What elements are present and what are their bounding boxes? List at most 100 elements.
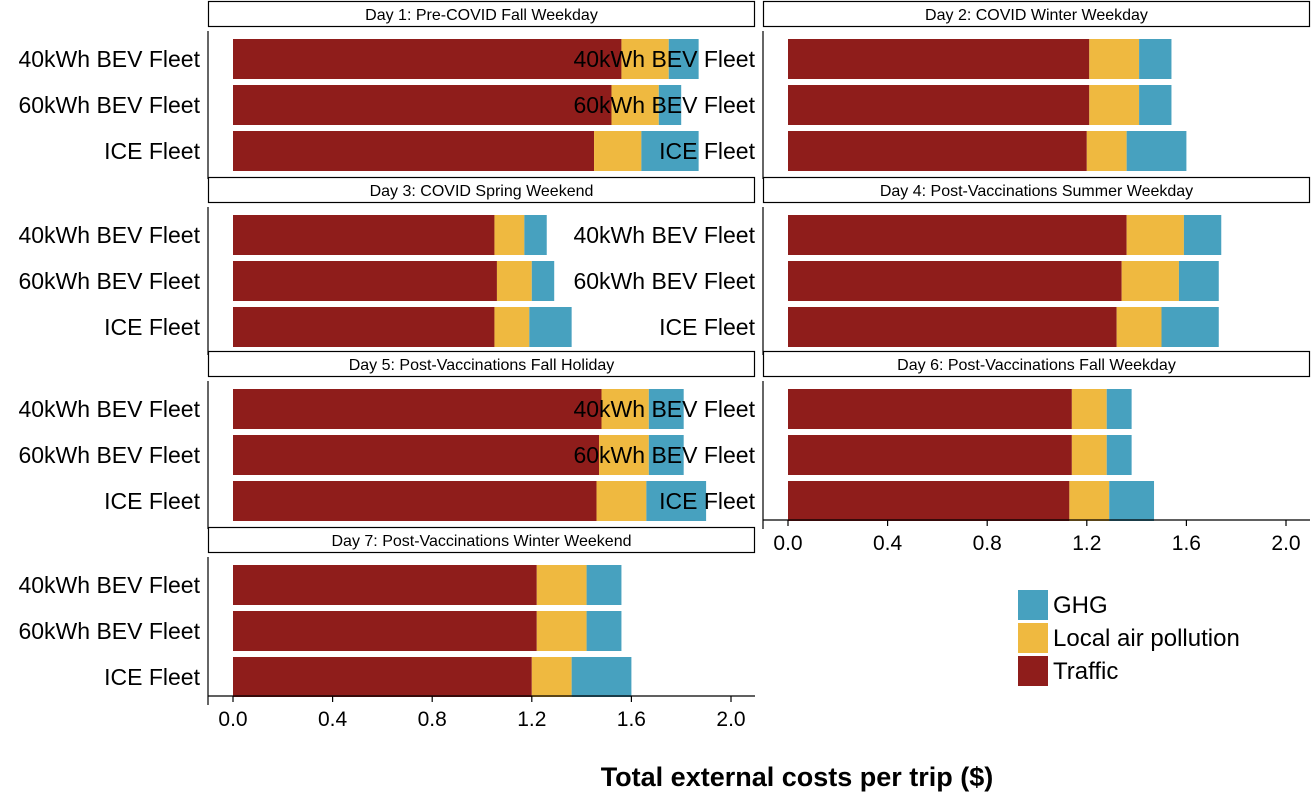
category-label: 40kWh BEV Fleet bbox=[18, 222, 200, 248]
bar-traffic bbox=[233, 307, 495, 347]
bar-local-air-pollution bbox=[536, 611, 587, 651]
panel-strip bbox=[762, 0, 1311, 28]
bar-local-air-pollution bbox=[531, 657, 572, 697]
bar-ghg bbox=[531, 261, 555, 301]
bar-traffic bbox=[788, 389, 1072, 429]
x-tick-label: 1.6 bbox=[617, 708, 646, 731]
bar-traffic bbox=[233, 389, 602, 429]
legend-swatch bbox=[1018, 623, 1048, 653]
category-label: 60kWh BEV Fleet bbox=[573, 268, 755, 294]
panel-title: Day 2: COVID Winter Weekday bbox=[925, 7, 1148, 24]
bar-ghg bbox=[524, 215, 547, 255]
bar-ghg bbox=[1183, 215, 1222, 255]
panel-title: Day 6: Post-Vaccinations Fall Weekday bbox=[897, 357, 1176, 374]
panel-strip bbox=[207, 350, 756, 378]
panel-title: Day 3: COVID Spring Weekend bbox=[370, 183, 594, 200]
bar-ghg bbox=[586, 611, 622, 651]
panel-day-7: Day 7: Post-Vaccinations Winter Weekend 4… bbox=[18, 526, 756, 705]
bar-local-air-pollution bbox=[1126, 215, 1184, 255]
bar-traffic bbox=[233, 215, 495, 255]
panel-strip bbox=[207, 176, 756, 204]
category-label: 40kWh BEV Fleet bbox=[573, 396, 755, 422]
x-tick-label: 0.4 bbox=[873, 532, 903, 555]
bar-traffic bbox=[233, 261, 497, 301]
bar-ghg bbox=[571, 657, 632, 697]
category-label: ICE Fleet bbox=[104, 314, 200, 340]
bar-ghg bbox=[1106, 435, 1132, 475]
category-label: 40kWh BEV Fleet bbox=[573, 46, 755, 72]
bar-local-air-pollution bbox=[594, 131, 642, 171]
panel-strip bbox=[762, 176, 1311, 204]
legend-label: Traffic bbox=[1053, 658, 1118, 685]
bar-ghg bbox=[529, 307, 572, 347]
bar-local-air-pollution bbox=[621, 39, 669, 79]
panel-day-6: Day 6: Post-Vaccinations Fall Weekday 40k… bbox=[573, 350, 1311, 529]
x-axis-title: Total external costs per trip ($) bbox=[601, 762, 994, 792]
bar-traffic bbox=[233, 611, 537, 651]
bar-traffic bbox=[233, 39, 622, 79]
bar-traffic bbox=[788, 261, 1122, 301]
category-label: 60kWh BEV Fleet bbox=[18, 268, 200, 294]
x-tick-label: 0.0 bbox=[218, 708, 247, 731]
x-tick-label: 0.8 bbox=[418, 708, 447, 731]
panel-strip bbox=[207, 526, 756, 554]
bar-ghg bbox=[658, 85, 682, 125]
category-label: ICE Fleet bbox=[104, 664, 200, 690]
bar-traffic bbox=[788, 39, 1090, 79]
bar-local-air-pollution bbox=[496, 261, 532, 301]
bar-local-air-pollution bbox=[1086, 131, 1127, 171]
legend-item-local-air-pollution: Local air pollution bbox=[1018, 623, 1240, 653]
category-label: 40kWh BEV Fleet bbox=[573, 222, 755, 248]
bar-traffic bbox=[788, 131, 1087, 171]
panel-day-2: Day 2: COVID Winter Weekday 40kWh BEV Fle… bbox=[573, 0, 1311, 179]
bar-ghg bbox=[1161, 307, 1219, 347]
bar-ghg bbox=[648, 435, 684, 475]
bar-traffic bbox=[233, 85, 612, 125]
bar-traffic bbox=[788, 307, 1117, 347]
bar-local-air-pollution bbox=[536, 565, 587, 605]
x-axes: 0.0 0.4 0.8 1.2 1.6 2.0 0.0 0.4 0.8 1.2 1.6 2.0 bbox=[208, 519, 1310, 731]
bar-ghg bbox=[1109, 481, 1155, 521]
bar-local-air-pollution bbox=[599, 435, 649, 475]
category-label: 40kWh BEV Fleet bbox=[18, 572, 200, 598]
bar-traffic bbox=[788, 215, 1127, 255]
x-tick-label: 2.0 bbox=[716, 708, 745, 731]
legend-label: GHG bbox=[1053, 592, 1108, 619]
x-tick-label: 1.6 bbox=[1172, 532, 1201, 555]
bar-local-air-pollution bbox=[1089, 85, 1140, 125]
category-label: ICE Fleet bbox=[659, 314, 755, 340]
bar-traffic bbox=[233, 131, 595, 171]
bar-local-air-pollution bbox=[1071, 389, 1107, 429]
category-label: 60kWh BEV Fleet bbox=[18, 92, 200, 118]
bar-traffic bbox=[788, 435, 1072, 475]
category-label: 60kWh BEV Fleet bbox=[18, 442, 200, 468]
panel-title: Day 7: Post-Vaccinations Winter Weekend bbox=[332, 533, 632, 550]
category-label: ICE Fleet bbox=[104, 488, 200, 514]
bar-ghg bbox=[1126, 131, 1187, 171]
bar-traffic bbox=[233, 657, 532, 697]
panel-day-4: Day 4: Post-Vaccinations Summer Weekday 4… bbox=[573, 176, 1311, 355]
bar-local-air-pollution bbox=[596, 481, 647, 521]
x-tick-label: 1.2 bbox=[517, 708, 546, 731]
bar-traffic bbox=[233, 481, 597, 521]
panel-strip bbox=[762, 350, 1311, 378]
x-tick-label: 0.8 bbox=[973, 532, 1002, 555]
panel-strip bbox=[207, 0, 756, 28]
panel-title: Day 4: Post-Vaccinations Summer Weekday bbox=[880, 183, 1193, 200]
category-label: 60kWh BEV Fleet bbox=[18, 618, 200, 644]
category-label: ICE Fleet bbox=[104, 138, 200, 164]
bar-local-air-pollution bbox=[611, 85, 659, 125]
legend-item-traffic: Traffic bbox=[1018, 656, 1118, 686]
bar-ghg bbox=[641, 131, 699, 171]
bar-ghg bbox=[1178, 261, 1219, 301]
panel-day-3: Day 3: COVID Spring Weekend 40kWh BEV Fle… bbox=[18, 176, 756, 355]
x-tick-label: 0.0 bbox=[773, 532, 802, 555]
category-label: 40kWh BEV Fleet bbox=[18, 46, 200, 72]
bar-local-air-pollution bbox=[494, 215, 525, 255]
bar-local-air-pollution bbox=[494, 307, 530, 347]
bar-ghg bbox=[1139, 39, 1172, 79]
legend: GHG Local air pollution Traffic bbox=[1018, 590, 1240, 686]
x-axis-left: 0.0 0.4 0.8 1.2 1.6 2.0 bbox=[208, 695, 755, 731]
bar-local-air-pollution bbox=[1069, 481, 1110, 521]
